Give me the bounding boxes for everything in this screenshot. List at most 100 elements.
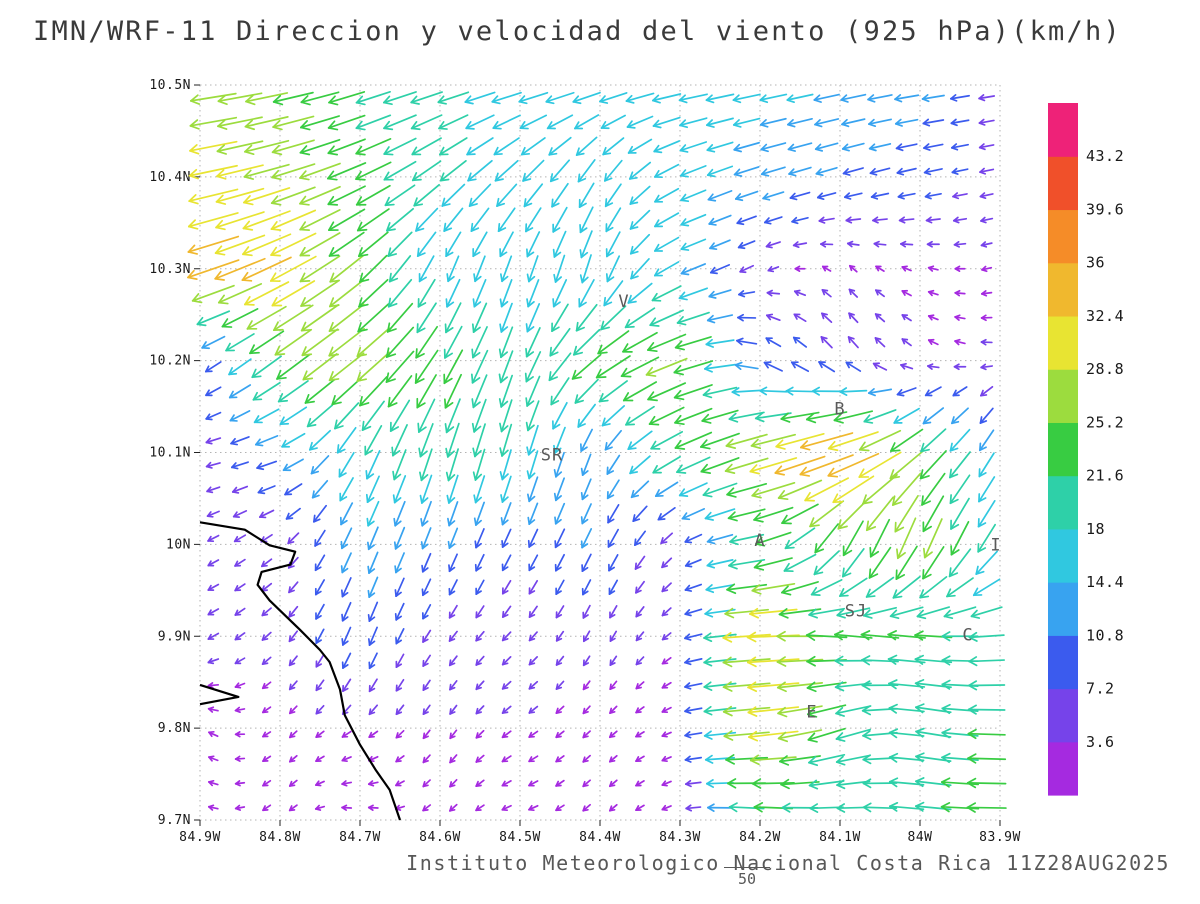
wind-arrow xyxy=(609,580,617,594)
wind-arrow xyxy=(815,119,838,127)
wind-arrow xyxy=(876,266,884,271)
wind-arrow xyxy=(529,781,538,786)
wind-arrow xyxy=(216,235,265,254)
wind-arrow xyxy=(503,555,511,570)
wind-arrow xyxy=(368,552,377,573)
wind-arrow xyxy=(763,192,783,200)
wind-arrow xyxy=(557,632,564,641)
wind-arrow xyxy=(952,144,968,150)
wind-arrow xyxy=(341,503,352,524)
colorbar-segment xyxy=(1048,582,1078,636)
colorbar-segment xyxy=(1048,316,1078,370)
wind-arrow xyxy=(848,242,859,247)
wind-arrow xyxy=(242,257,291,280)
wind-arrow xyxy=(316,655,323,667)
wind-arrow xyxy=(369,731,377,737)
wind-arrow xyxy=(217,189,264,204)
wind-arrow xyxy=(680,118,707,127)
wind-arrow xyxy=(584,656,590,665)
wind-arrow xyxy=(360,377,387,406)
x-tick-label: 84.3W xyxy=(659,830,701,845)
wind-arrow xyxy=(412,138,441,154)
wind-arrow xyxy=(289,582,298,592)
wind-arrow xyxy=(280,407,306,424)
wind-arrow xyxy=(606,184,621,206)
wind-arrow xyxy=(189,189,237,203)
x-tick-label: 84.1W xyxy=(819,830,861,845)
wind-arrow xyxy=(846,362,860,371)
wind-arrow xyxy=(339,453,353,477)
wind-arrow xyxy=(874,363,887,370)
wind-arrow xyxy=(497,184,516,206)
station-label-b: B xyxy=(834,399,845,419)
wind-arrow xyxy=(662,583,671,591)
wind-arrow xyxy=(860,431,900,451)
wind-arrow xyxy=(955,291,965,296)
y-tick-label: 10N xyxy=(166,537,191,552)
wind-arrow xyxy=(955,266,964,271)
wind-arrow xyxy=(473,232,487,256)
colorbar-segment xyxy=(1048,635,1078,689)
x-tick-label: 84.9W xyxy=(179,830,221,845)
wind-arrow xyxy=(209,805,218,810)
wind-arrow xyxy=(895,496,918,532)
wind-arrow xyxy=(810,501,843,526)
wind-arrow xyxy=(290,681,297,689)
wind-arrow xyxy=(821,242,833,247)
wind-arrow xyxy=(737,338,756,344)
wind-arrow xyxy=(316,756,324,761)
wind-arrow xyxy=(873,217,887,222)
wind-arrow xyxy=(208,659,218,664)
wind-arrow xyxy=(476,632,484,641)
wind-arrow xyxy=(208,609,218,615)
wind-arrow xyxy=(654,118,680,128)
x-tick-label: 84.4W xyxy=(579,830,621,845)
wind-arrow xyxy=(245,282,288,305)
wind-arrow xyxy=(500,304,512,332)
wind-arrow xyxy=(556,580,564,594)
wind-arrow xyxy=(359,232,388,256)
colorbar-label: 25.2 xyxy=(1086,413,1124,431)
wind-arrow xyxy=(288,533,298,543)
wind-arrow xyxy=(767,242,780,248)
wind-arrow xyxy=(450,706,456,714)
wind-arrow xyxy=(315,531,325,546)
wind-arrow xyxy=(556,681,563,689)
colorbar-segment xyxy=(1048,209,1078,263)
wind-arrow xyxy=(896,120,918,126)
wind-arrow xyxy=(413,161,441,180)
wind-arrow xyxy=(450,780,457,787)
wind-arrow xyxy=(923,496,943,531)
wind-arrow xyxy=(870,144,891,151)
wind-arrow xyxy=(955,340,965,345)
wind-arrow xyxy=(447,256,458,281)
wind-arrow xyxy=(357,328,389,356)
wind-arrow xyxy=(412,115,442,129)
wind-arrow xyxy=(206,362,221,372)
colorbar-label: 28.8 xyxy=(1086,360,1124,378)
wind-arrow xyxy=(263,756,270,761)
wind-arrow xyxy=(387,327,414,357)
wind-arrow xyxy=(840,388,866,395)
y-tick-label: 10.2N xyxy=(149,354,191,369)
wind-arrow xyxy=(979,501,995,527)
wind-arrow xyxy=(279,381,308,402)
wind-arrow xyxy=(733,94,759,102)
wind-arrow xyxy=(655,238,679,251)
wind-arrow xyxy=(552,304,568,331)
wind-arrow xyxy=(555,478,564,500)
wind-arrow xyxy=(701,458,738,473)
wind-arrow xyxy=(775,457,824,475)
wind-arrow xyxy=(575,380,598,403)
wind-arrow xyxy=(503,706,511,713)
wind-arrow xyxy=(631,235,649,254)
y-tick-label: 10.1N xyxy=(149,446,191,461)
wind-arrow xyxy=(794,242,807,247)
wind-arrow xyxy=(342,578,351,597)
wind-arrow xyxy=(738,315,755,321)
wind-arrow xyxy=(655,165,679,178)
wind-arrow xyxy=(654,141,679,152)
wind-arrow xyxy=(787,94,812,102)
wind-arrow xyxy=(833,476,873,502)
wind-arrow xyxy=(583,606,590,618)
